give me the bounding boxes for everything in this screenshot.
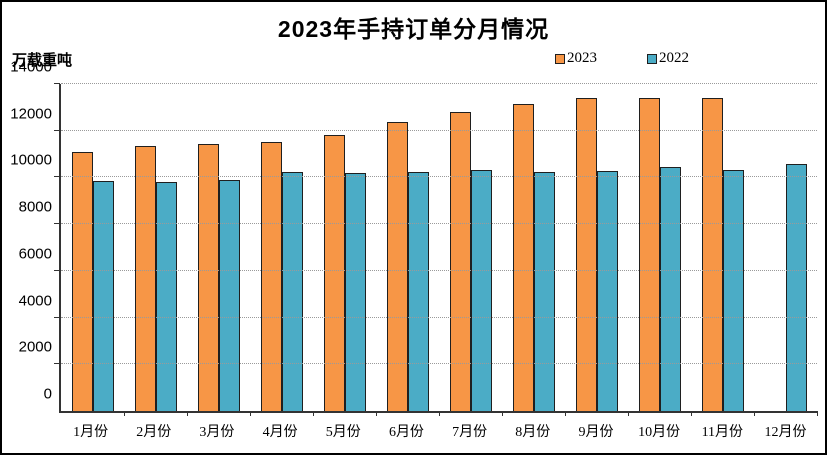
x-axis-tick-10 (691, 411, 692, 416)
bar-2022-1月份 (92, 180, 114, 411)
bar-2022-6月份 (407, 171, 429, 411)
gridline-14000 (61, 83, 817, 84)
bar-2022-4月份 (281, 171, 303, 411)
bar-2022-10月份 (659, 167, 681, 411)
bar-2023-3月份 (197, 143, 219, 411)
x-axis-label-12月份: 12月份 (764, 425, 807, 440)
bar-group-2月份 (124, 84, 187, 411)
x-axis-tick-4 (313, 411, 314, 416)
y-axis-tick-4000 (54, 316, 60, 318)
bar-2022-8月份 (533, 172, 555, 411)
bar-group-4月份 (250, 84, 313, 411)
gridline-8000 (61, 223, 817, 225)
x-axis-tick-12 (817, 411, 818, 416)
gridline-2000 (61, 363, 817, 365)
y-axis-label-0: 0 (43, 385, 52, 403)
legend-swatch-2023-icon (555, 53, 565, 64)
legend-item-2023: 2023 (555, 50, 597, 67)
y-axis-tick-14000 (54, 83, 60, 84)
bar-2023-1月份 (71, 151, 93, 411)
bar-2022-2月份 (155, 182, 177, 411)
y-axis-label-8000: 8000 (18, 198, 52, 216)
bar-group-7月份 (439, 84, 502, 411)
x-axis-label-11月份: 11月份 (701, 425, 744, 440)
y-axis-tick-2000 (54, 363, 60, 365)
x-axis-label-8月份: 8月份 (515, 425, 551, 440)
bar-2023-11月份 (701, 97, 723, 411)
legend-swatch-2022-icon (647, 53, 657, 64)
bar-2022-5月份 (344, 173, 366, 411)
x-axis-label-10月份: 10月份 (638, 425, 681, 440)
legend: 2023 2022 (555, 50, 689, 67)
legend-item-2022: 2022 (647, 50, 689, 67)
chart-title: 2023年手持订单分月情况 (277, 16, 550, 42)
x-axis-label-5月份: 5月份 (325, 425, 361, 440)
x-axis-tick-3 (250, 411, 251, 416)
y-axis-label-2000: 2000 (18, 338, 52, 356)
y-axis-label-14000: 14000 (10, 58, 52, 76)
bar-2023-2月份 (134, 145, 156, 411)
x-axis-label-7月份: 7月份 (452, 425, 488, 440)
y-axis-tick-10000 (54, 176, 60, 178)
legend-label-2023: 2023 (567, 50, 597, 66)
bar-group-5月份 (313, 84, 376, 411)
bar-2022-3月份 (218, 180, 240, 411)
bar-group-8月份 (502, 84, 565, 411)
x-axis-tick-9 (628, 411, 629, 416)
bar-group-3月份 (187, 84, 250, 411)
x-axis-tick-6 (439, 411, 440, 416)
bar-group-9月份 (565, 84, 628, 411)
x-axis-label-1月份: 1月份 (73, 425, 109, 440)
bar-2022-7月份 (470, 169, 492, 411)
x-axis-tick-11 (754, 411, 755, 416)
x-axis-label-4月份: 4月份 (262, 425, 298, 440)
bar-2023-7月份 (449, 112, 471, 411)
y-axis-label-6000: 6000 (18, 245, 52, 263)
x-axis-label-6月份: 6月份 (388, 425, 424, 440)
bar-2023-8月份 (512, 103, 534, 411)
bar-group-12月份 (754, 84, 817, 411)
bar-2022-12月份 (785, 164, 807, 411)
legend-label-2022: 2022 (659, 50, 689, 66)
y-axis-tick-6000 (54, 269, 60, 271)
x-axis-tick-2 (187, 411, 188, 416)
gridline-6000 (61, 269, 817, 271)
bar-group-11月份 (691, 84, 754, 411)
plot-area: 0 2000 4000 6000 8000 10000 12000 14000 (10, 59, 818, 416)
x-axis-label-3月份: 3月份 (199, 425, 235, 440)
y-axis-label-4000: 4000 (18, 292, 52, 310)
bar-2023-9月份 (575, 98, 597, 411)
y-axis-unit-label: 万载重吨 (12, 52, 73, 69)
bar-group-10月份 (628, 84, 691, 411)
bar-group-6月份 (376, 84, 439, 411)
bar-2023-4月份 (260, 142, 282, 411)
x-axis-label-2月份: 2月份 (136, 425, 172, 440)
x-axis-tick-7 (502, 411, 503, 416)
x-axis-tick-1 (124, 411, 125, 416)
x-axis-label-9月份: 9月份 (578, 425, 614, 440)
gridline-4000 (61, 316, 817, 318)
gridline-12000 (61, 129, 817, 131)
bar-group-1月份 (61, 84, 124, 411)
x-axis-labels: 1月份 2月份 3月份 4月份 5月份 6月份 7月份 8月份 9月份 10月份 11月份 12月份 (59, 421, 817, 441)
y-axis-label-10000: 10000 (10, 151, 52, 169)
bar-2023-5月份 (323, 135, 345, 411)
bar-2022-9月份 (596, 171, 618, 411)
bar-groups (61, 84, 817, 411)
bar-2022-11月份 (722, 169, 744, 411)
gridline-10000 (61, 176, 817, 178)
y-axis-tick-12000 (54, 129, 60, 131)
bar-2023-6月份 (386, 121, 408, 411)
x-axis-tick-5 (376, 411, 377, 416)
y-axis-label-12000: 12000 (10, 105, 52, 123)
y-axis-tick-8000 (54, 223, 60, 225)
x-axis-tick-8 (565, 411, 566, 416)
